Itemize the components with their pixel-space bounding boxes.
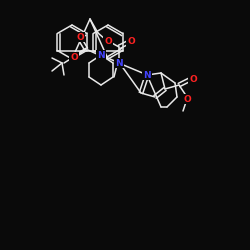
Text: O: O: [127, 38, 135, 46]
Text: N: N: [115, 58, 123, 68]
Text: O: O: [104, 36, 112, 46]
Text: O: O: [70, 52, 78, 62]
Text: N: N: [97, 50, 105, 59]
Text: N: N: [143, 70, 151, 80]
Text: O: O: [183, 94, 191, 104]
Text: O: O: [189, 74, 197, 84]
Text: O: O: [76, 32, 84, 42]
